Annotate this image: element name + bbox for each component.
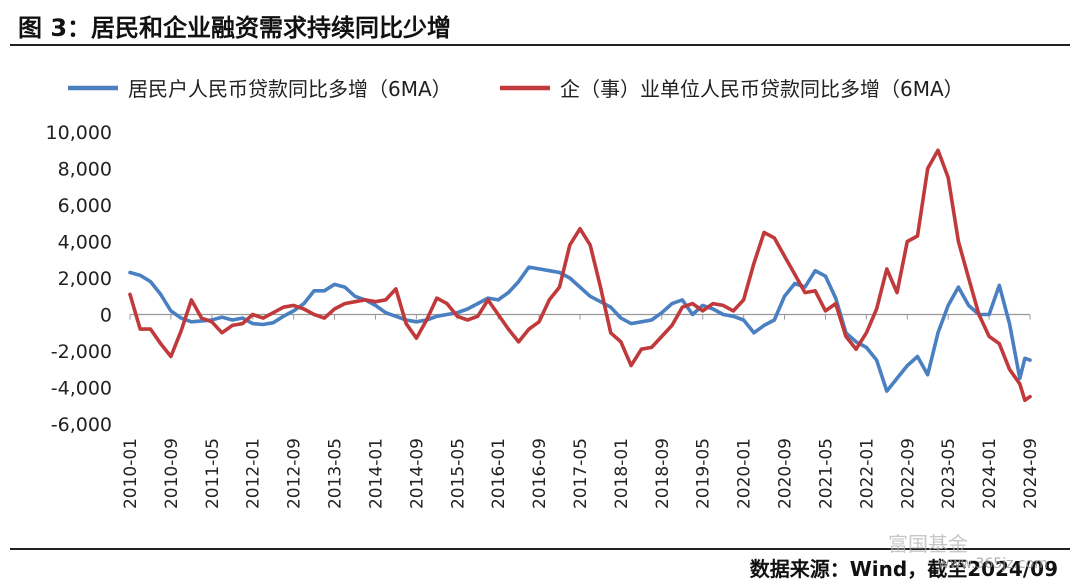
line-chart: 居民户人民币贷款同比多增（6MA） 企（事）业单位人民币贷款同比多增（6MA） 1…	[46, 77, 1041, 509]
x-tick-label: 2020-09	[776, 438, 796, 509]
legend-label-2: 企（事）业单位人民币贷款同比多增（6MA）	[560, 77, 964, 101]
x-tick-label: 2014-09	[407, 438, 427, 509]
x-tick-label: 2012-01	[244, 438, 264, 509]
y-tick-label: 0	[100, 305, 112, 327]
series-line-2	[128, 148, 1032, 403]
x-tick-label: 2020-01	[735, 438, 755, 509]
y-tick-label: 4,000	[58, 232, 112, 254]
y-tick-label: 10,000	[46, 122, 112, 144]
y-tick-label: 6,000	[58, 195, 112, 217]
x-tick-label: 2014-01	[366, 438, 386, 509]
x-tick-label: 2023-05	[939, 438, 959, 509]
y-axis: 10,000 8,000 6,000 4,000 2,000 0 -2,000 -4,000 -…	[46, 122, 112, 436]
legend-label-1: 居民户人民币贷款同比多增（6MA）	[128, 77, 452, 101]
x-tick-label: 2019-05	[694, 438, 714, 509]
figure-title: 图 3：居民和企业融资需求持续同比少增	[18, 14, 452, 42]
data-source-note: 数据来源：Wind，截至2024/09	[749, 557, 1058, 581]
x-axis: 2010-01 2010-09 2011-05 2012-01 2012-09 2013-…	[121, 313, 1041, 509]
x-tick-label: 2024-01	[980, 438, 1000, 509]
x-tick-label: 2015-05	[448, 438, 468, 509]
x-tick-label: 2021-05	[816, 438, 836, 509]
series-group	[128, 148, 1032, 403]
x-tick-label: 2017-05	[571, 438, 591, 509]
y-tick-label: -2,000	[51, 341, 112, 363]
x-tick-label: 2016-01	[489, 438, 509, 509]
x-tick-label: 2012-09	[285, 438, 305, 509]
x-tick-label: 2013-05	[326, 438, 346, 509]
x-tick-label: 2018-09	[653, 438, 673, 509]
top-rule	[10, 44, 1070, 46]
y-tick-label: 8,000	[58, 159, 112, 181]
y-tick-label: -6,000	[51, 414, 112, 436]
x-tick-label: 2018-01	[612, 438, 632, 509]
bottom-rule	[10, 548, 1070, 550]
x-tick-label: 2011-05	[203, 438, 223, 509]
watermark-url: www.365jz.com	[938, 556, 1048, 572]
y-tick-label: 2,000	[58, 268, 112, 290]
x-tick-label: 2022-09	[898, 438, 918, 509]
x-tick-label: 2024-09	[1021, 438, 1041, 509]
y-tick-label: -4,000	[51, 378, 112, 400]
series-line-1	[128, 265, 1032, 393]
x-tick-label: 2010-01	[121, 438, 141, 509]
watermark-logo: 富国基金	[888, 532, 968, 556]
x-tick-label: 2010-09	[162, 438, 182, 509]
chart-legend: 居民户人民币贷款同比多增（6MA） 企（事）业单位人民币贷款同比多增（6MA）	[68, 77, 964, 101]
x-tick-label: 2016-09	[530, 438, 550, 509]
x-tick-label: 2022-01	[857, 438, 877, 509]
